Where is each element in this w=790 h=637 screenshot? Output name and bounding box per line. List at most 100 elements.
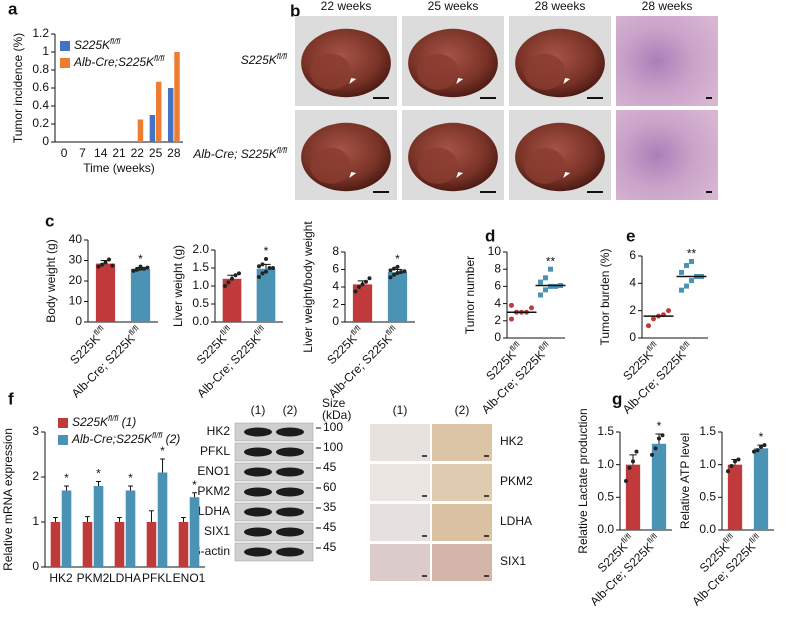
data-point: [353, 289, 358, 294]
blot: [234, 422, 314, 442]
histology: [616, 110, 718, 200]
y-axis-label: Relative Lactate production: [576, 408, 590, 553]
panel-label: b: [290, 1, 300, 20]
band-label: PFKL: [200, 444, 230, 458]
y-tick-label: 2: [629, 303, 636, 317]
significance: *: [138, 252, 143, 266]
ihc-tile: [370, 424, 430, 461]
superscript: fl/fl: [277, 52, 287, 61]
liver-lobe: [310, 53, 352, 90]
legend-swatch: [58, 418, 68, 428]
size-header: (kDa): [322, 408, 351, 422]
ihc-tile: [370, 544, 430, 581]
superscript: fl/fl: [508, 339, 522, 353]
bar: [137, 119, 144, 142]
size-header: Size: [322, 396, 346, 410]
data-point: [257, 264, 261, 269]
size-label: 100: [323, 440, 343, 454]
ihc-row: LDHA: [500, 514, 532, 528]
superscript: fl/fl: [277, 146, 287, 155]
y-tick-label: 6: [332, 262, 339, 276]
column-header: 25 weeks: [428, 0, 479, 13]
data-point: [624, 479, 628, 483]
x-tick-label: 28: [167, 146, 181, 160]
data-point: [538, 279, 543, 285]
significance: *: [64, 471, 69, 485]
y-tick-label: 2: [494, 313, 501, 327]
legend-label: Alb-Cre;S225Kfl/fl: [73, 54, 164, 70]
band: [276, 447, 304, 457]
data-point: [646, 323, 651, 329]
data-point: [657, 436, 661, 441]
y-tick-label: 0.2: [32, 116, 49, 130]
data-point: [96, 264, 101, 269]
x-tick-label: 14: [94, 146, 108, 160]
data-point: [392, 266, 396, 271]
superscript: fl/fl: [645, 339, 659, 353]
data-point: [260, 271, 265, 276]
x-tick-label: 22: [131, 146, 145, 160]
data-point: [402, 269, 407, 274]
ihc-column: (1): [393, 403, 408, 417]
data-point: [264, 269, 268, 274]
size-label: 45: [323, 520, 337, 534]
data-point: [230, 276, 234, 281]
y-tick-label: 10: [488, 244, 502, 258]
data-point: [627, 465, 632, 470]
bar: [93, 486, 104, 567]
data-point: [684, 263, 689, 269]
ihc-tile: [432, 424, 492, 461]
error-bar: [85, 516, 90, 522]
blot: [234, 442, 314, 462]
bar: [352, 284, 373, 322]
panel-label: d: [485, 226, 495, 245]
data-point: [237, 271, 241, 276]
superscript: fl/fl: [218, 323, 232, 337]
ihc-tile: [432, 504, 492, 541]
data-point: [357, 285, 361, 289]
data-point: [634, 449, 639, 454]
column-header: 28 weeks: [535, 0, 586, 13]
bar: [256, 268, 276, 322]
y-tick-label: 0: [629, 330, 636, 344]
error-bar: [96, 481, 101, 486]
data-point: [666, 308, 671, 314]
y-tick-label: 1.2: [32, 26, 49, 40]
significance: **: [546, 254, 556, 268]
x-tick-label: 0: [61, 146, 68, 160]
data-point: [759, 445, 763, 450]
panel-label: e: [626, 226, 635, 245]
superscript: fl/fl: [384, 323, 398, 337]
significance: *: [96, 467, 101, 481]
data-point: [103, 260, 108, 265]
size-label: 35: [323, 500, 337, 514]
band-label: SIX1: [204, 524, 230, 538]
liver-lobe: [417, 147, 459, 184]
data-point: [736, 457, 741, 462]
size-label: 100: [323, 420, 343, 434]
y-tick-label: 1: [32, 514, 39, 528]
y-tick-label: 4: [494, 296, 501, 310]
y-tick-label: 1.5: [192, 260, 209, 274]
liver-lobe: [417, 53, 459, 90]
data-point: [726, 469, 730, 474]
data-point: [538, 292, 543, 298]
y-tick-label: 20: [69, 273, 83, 287]
data-point: [138, 264, 143, 269]
size-label: 45: [323, 460, 337, 474]
y-tick-label: 10: [69, 294, 83, 308]
y-tick-label: 3: [32, 424, 39, 438]
data-point: [135, 267, 139, 272]
column-header: 22 weeks: [321, 0, 372, 13]
y-tick-label: 40: [69, 232, 83, 246]
y-axis-label: Tumor incidence (%): [11, 33, 25, 143]
data-point: [651, 316, 656, 322]
panel-label: f: [8, 389, 14, 408]
row-label: Alb-Cre; S225Kfl/fl: [192, 146, 287, 162]
liver-lobe: [524, 147, 566, 184]
significance: **: [687, 247, 697, 261]
legend-label: S225Kfl/fl: [74, 37, 120, 53]
superscript: fl/fl: [110, 37, 120, 46]
arrow: [456, 172, 464, 178]
